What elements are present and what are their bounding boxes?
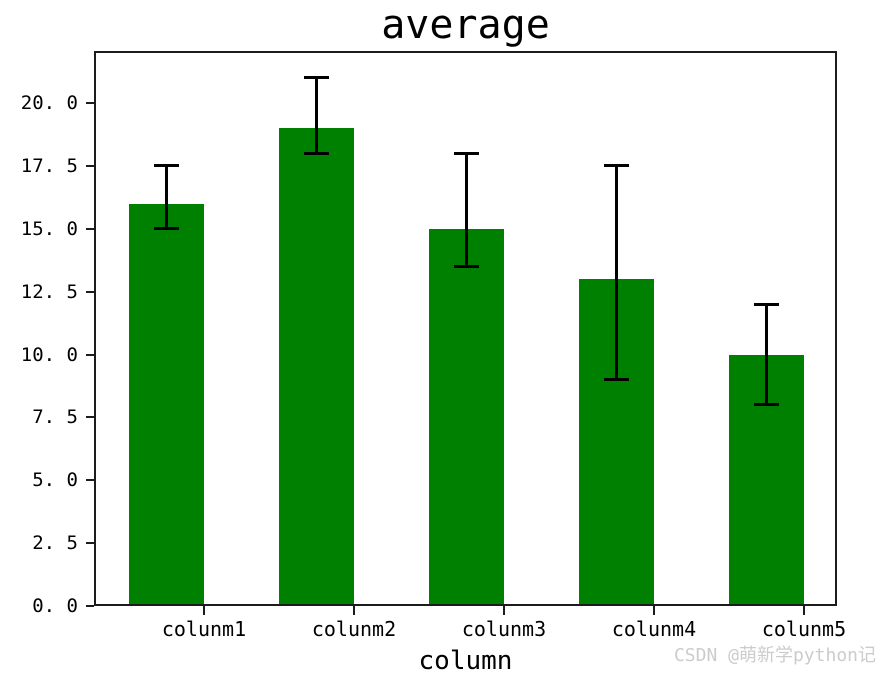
y-tick-label: 15. 0 (20, 217, 78, 240)
x-axis-tick (803, 606, 805, 615)
x-axis-tick (503, 606, 505, 615)
x-axis-tick (203, 606, 205, 615)
error-bar-line (465, 153, 468, 267)
chart-title: average (381, 2, 550, 48)
error-bar-cap-bottom (154, 227, 179, 231)
bar (429, 228, 504, 606)
bar (129, 203, 204, 606)
y-axis-tick (86, 353, 94, 356)
error-bar-cap-top (304, 76, 329, 80)
y-axis-tick (86, 164, 94, 167)
error-bar-cap-top (154, 164, 179, 168)
error-bar-cap-top (754, 302, 779, 306)
error-bar-cap-bottom (754, 403, 779, 407)
y-axis-tick (86, 227, 94, 230)
error-bar-line (165, 165, 168, 229)
y-axis-tick (86, 479, 94, 482)
x-axis-tick (653, 606, 655, 615)
watermark: CSDN @萌新学python记 (673, 645, 876, 666)
x-tick-label: colunm3 (461, 617, 547, 641)
x-axis-tick (353, 606, 355, 615)
error-bar-cap-bottom (454, 265, 479, 268)
x-tick-label: colunm2 (311, 617, 397, 641)
x-tick-label: colunm5 (761, 617, 847, 641)
error-bar-cap-top (454, 151, 479, 155)
y-axis-tick (86, 416, 94, 419)
error-bar-cap-bottom (304, 151, 329, 155)
y-axis-tick (86, 605, 94, 607)
error-bar-line (615, 165, 618, 380)
error-bar-line (765, 304, 768, 405)
x-tick-label: colunm4 (611, 617, 697, 641)
y-tick-label: 2. 5 (32, 532, 78, 555)
error-bar-line (315, 77, 318, 154)
y-tick-label: 17. 5 (20, 154, 78, 177)
y-axis-tick (86, 290, 94, 293)
x-tick-label: colunm1 (161, 617, 247, 641)
y-tick-label: 10. 0 (20, 343, 78, 366)
bar (279, 128, 354, 606)
y-tick-label: 7. 5 (32, 406, 78, 429)
x-axis-label: column (418, 646, 513, 676)
y-axis-tick (86, 102, 94, 105)
y-tick-label: 0. 0 (32, 595, 78, 617)
y-tick-label: 12. 5 (20, 280, 78, 303)
y-tick-label: 20. 0 (20, 92, 78, 115)
error-bar-cap-bottom (604, 378, 629, 382)
error-bar-cap-top (604, 164, 629, 168)
y-axis-tick (86, 542, 94, 545)
y-tick-label: 5. 0 (32, 469, 78, 492)
